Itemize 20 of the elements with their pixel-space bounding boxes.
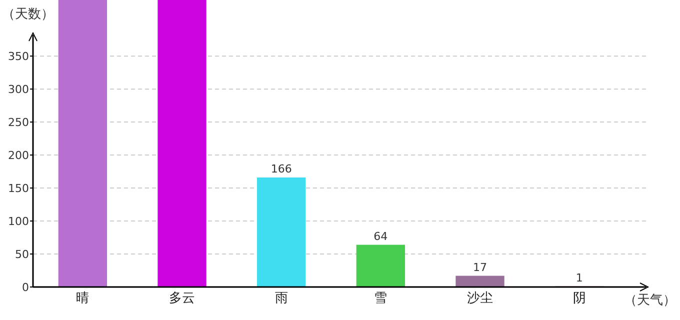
y-tick-label: 150: [8, 182, 29, 196]
data-label: 64: [374, 230, 388, 243]
x-tick-label: 多云: [169, 291, 195, 306]
data-label: 166: [270, 162, 292, 176]
data-label: 17: [473, 260, 487, 274]
x-tick-label: 晴: [76, 291, 90, 306]
x-axis-title: （天气）: [624, 293, 676, 308]
x-tick-label: 沙尘: [467, 291, 493, 306]
y-tick-label: 250: [8, 116, 29, 130]
y-tick-label: 0: [22, 281, 29, 294]
y-tick-label: 50: [15, 248, 29, 262]
y-tick-label: 350: [8, 50, 29, 64]
y-axis-title: （天数）: [2, 7, 54, 22]
x-tick-label: 雨: [274, 291, 288, 306]
data-label: 1: [576, 271, 583, 284]
y-tick-label: 300: [8, 83, 29, 96]
y-tick-label: 100: [8, 215, 29, 228]
x-tick-label: 阴: [572, 291, 586, 306]
y-tick-label: 200: [8, 149, 29, 162]
x-tick-label: 雪: [374, 291, 388, 306]
